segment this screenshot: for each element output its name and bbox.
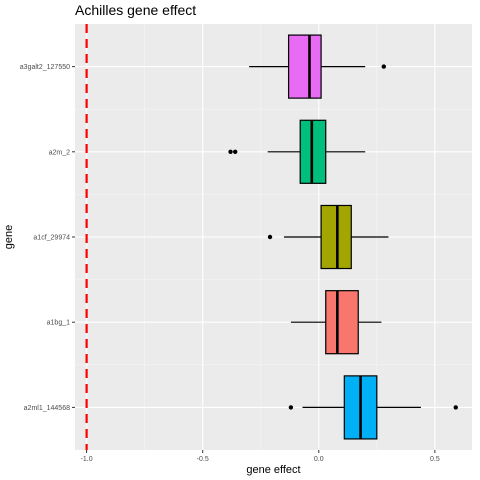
box-a3galt2_127550 bbox=[249, 34, 386, 99]
x-tick-label: 0.5 bbox=[430, 456, 440, 463]
outlier-point bbox=[232, 149, 238, 154]
outlier-point bbox=[381, 64, 386, 69]
x-tick-label: -0.5 bbox=[197, 456, 209, 463]
outlier-point bbox=[453, 405, 458, 410]
box-a2ml1_144568 bbox=[288, 375, 458, 440]
iqr-box bbox=[325, 290, 359, 355]
boxplot-layer bbox=[228, 34, 458, 440]
x-axis-ticks: -1.0 -0.5 0.0 0.5 bbox=[81, 450, 440, 463]
y-axis-title: gene bbox=[3, 225, 15, 249]
y-tick-label: a3galt2_127550 bbox=[20, 64, 70, 71]
iqr-box bbox=[287, 34, 322, 99]
box-a2m_2 bbox=[228, 119, 366, 184]
outlier-point bbox=[288, 405, 294, 410]
x-tick-label: 0.0 bbox=[314, 456, 324, 463]
x-tick-label: -1.0 bbox=[81, 456, 93, 463]
y-tick-label: a1cf_29974 bbox=[33, 235, 70, 242]
y-tick-label: a2m_2 bbox=[49, 149, 71, 156]
box-a1cf_29974 bbox=[267, 204, 389, 270]
y-axis-ticks: a3galt2_127550 a2m_2 a1cf_29974 a1bg_1 a2ml1… bbox=[20, 64, 75, 412]
chart-title: Achilles gene effect bbox=[75, 2, 196, 18]
y-tick-label: a2ml1_144568 bbox=[24, 405, 70, 412]
y-tick-label: a1bg_1 bbox=[47, 320, 70, 327]
box-a1bg_1 bbox=[290, 290, 382, 355]
outlier-point bbox=[267, 234, 273, 240]
x-axis-title: gene effect bbox=[246, 464, 300, 476]
outlier-point bbox=[228, 149, 233, 154]
